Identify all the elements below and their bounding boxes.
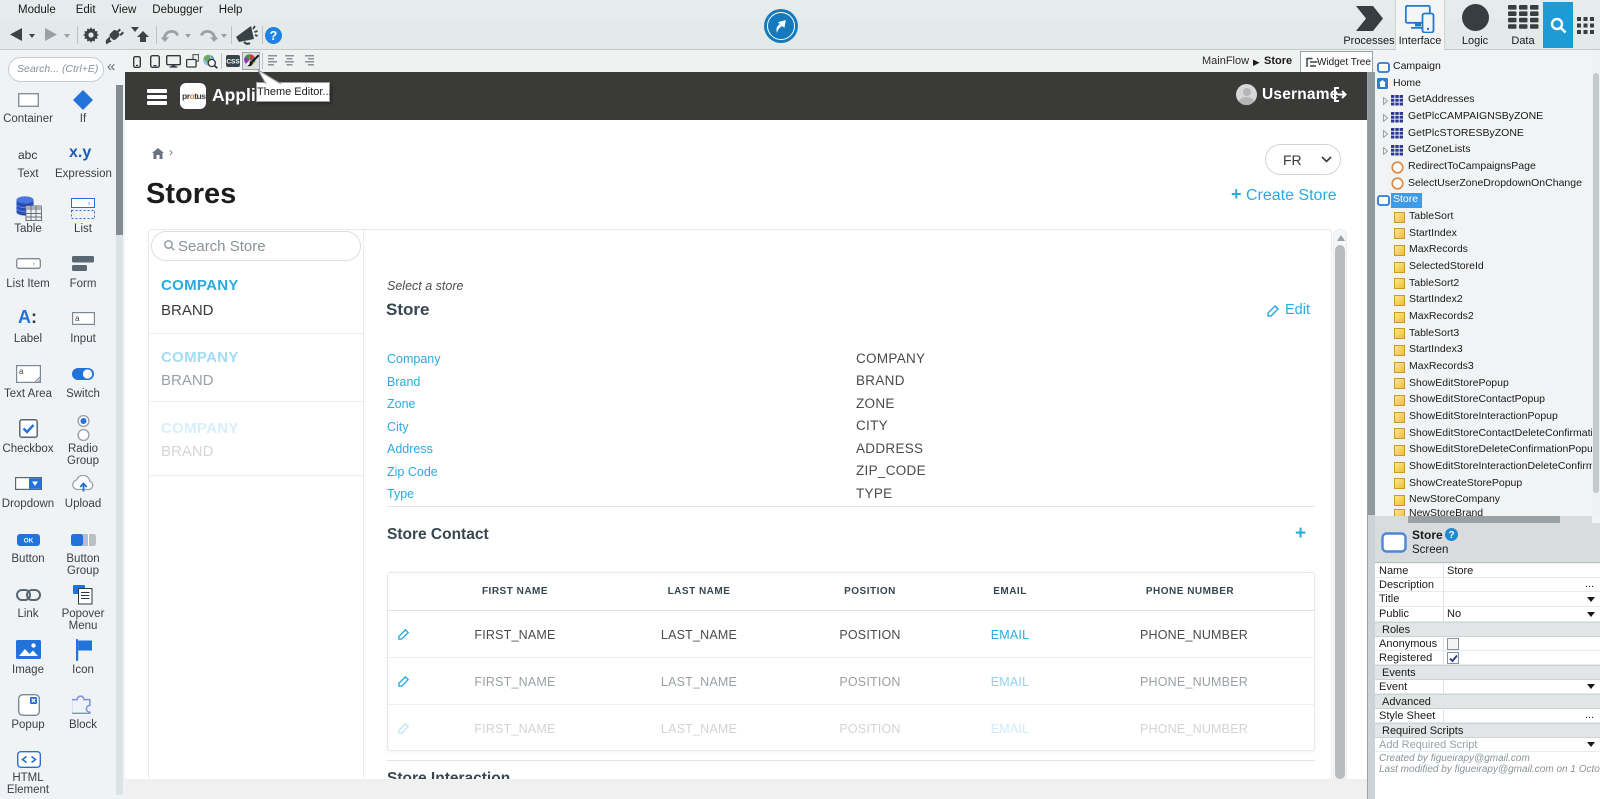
svg-text:›: › xyxy=(88,201,91,208)
svg-text:?: ? xyxy=(270,29,278,43)
svg-text:CSS: CSS xyxy=(226,59,240,66)
svg-text:OK: OK xyxy=(24,538,34,545)
svg-text:a: a xyxy=(75,314,80,323)
svg-text:›: › xyxy=(33,261,36,268)
svg-text:a: a xyxy=(19,367,24,376)
svg-text:?: ? xyxy=(1448,530,1454,541)
